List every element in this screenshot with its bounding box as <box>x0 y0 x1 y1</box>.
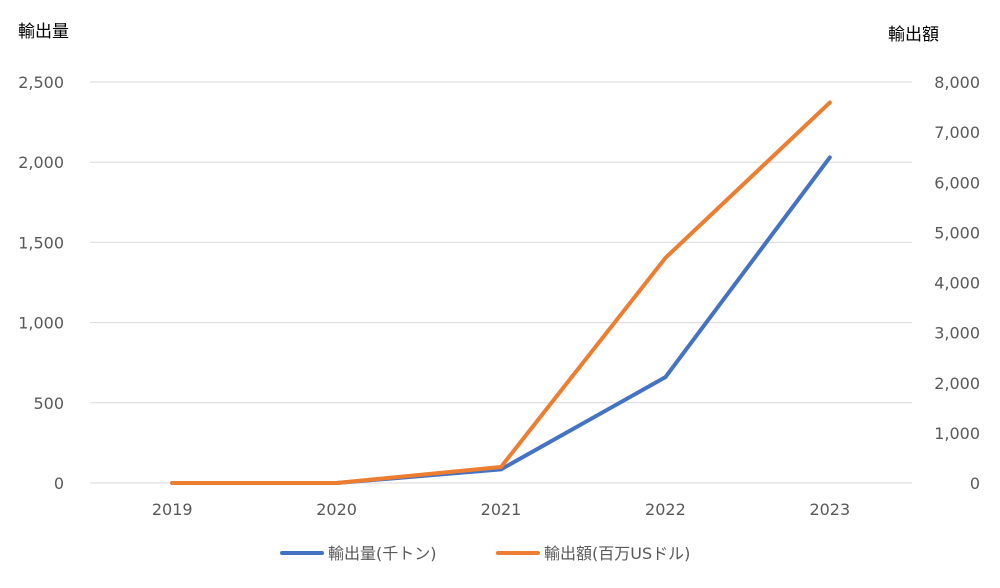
series-line-1 <box>170 155 832 485</box>
left-axis-tick-label: 1,000 <box>18 314 64 333</box>
legend-label: 輸出額(百万USドル) <box>544 544 690 563</box>
left-axis-tick-label: 2,000 <box>18 153 64 172</box>
left-axis: 輸出量 0 500 1,000 1,500 2,000 2,500 <box>18 22 69 493</box>
left-axis-tick-label: 2,500 <box>18 73 64 92</box>
right-axis-tick-label: 2,000 <box>934 374 980 393</box>
right-axis: 輸出額 0 1,000 2,000 3,000 4,000 5,000 6,000 7,000… <box>888 25 980 493</box>
left-axis-title: 輸出量 <box>18 22 69 42</box>
right-axis-tick-label: 8,000 <box>934 73 980 92</box>
series-lines <box>170 100 832 485</box>
x-axis-tick-label: 2023 <box>809 500 850 519</box>
x-axis-tick-label: 2022 <box>645 500 686 519</box>
right-axis-title: 輸出額 <box>888 25 939 45</box>
x-axis-tick-label: 2020 <box>316 500 357 519</box>
legend: 輸出量(千トン) 輸出額(百万USドル) <box>280 544 690 563</box>
right-axis-tick-label: 0 <box>970 474 980 493</box>
left-axis-tick-label: 1,500 <box>18 233 64 252</box>
right-axis-tick-label: 6,000 <box>934 173 980 192</box>
right-axis-tick-label: 7,000 <box>934 123 980 142</box>
legend-label: 輸出量(千トン) <box>328 544 437 563</box>
right-axis-tick-label: 4,000 <box>934 274 980 293</box>
left-axis-tick-label: 0 <box>54 474 64 493</box>
left-axis-tick-label: 500 <box>33 394 64 413</box>
right-axis-tick-label: 1,000 <box>934 424 980 443</box>
right-axis-tick-label: 3,000 <box>934 324 980 343</box>
x-axis-tick-label: 2021 <box>481 500 522 519</box>
x-axis-tick-label: 2019 <box>152 500 193 519</box>
gridlines <box>90 81 912 484</box>
x-axis: 2019 2020 2021 2022 2023 <box>152 500 850 519</box>
series-line-2 <box>170 100 832 485</box>
right-axis-tick-label: 5,000 <box>934 223 980 242</box>
